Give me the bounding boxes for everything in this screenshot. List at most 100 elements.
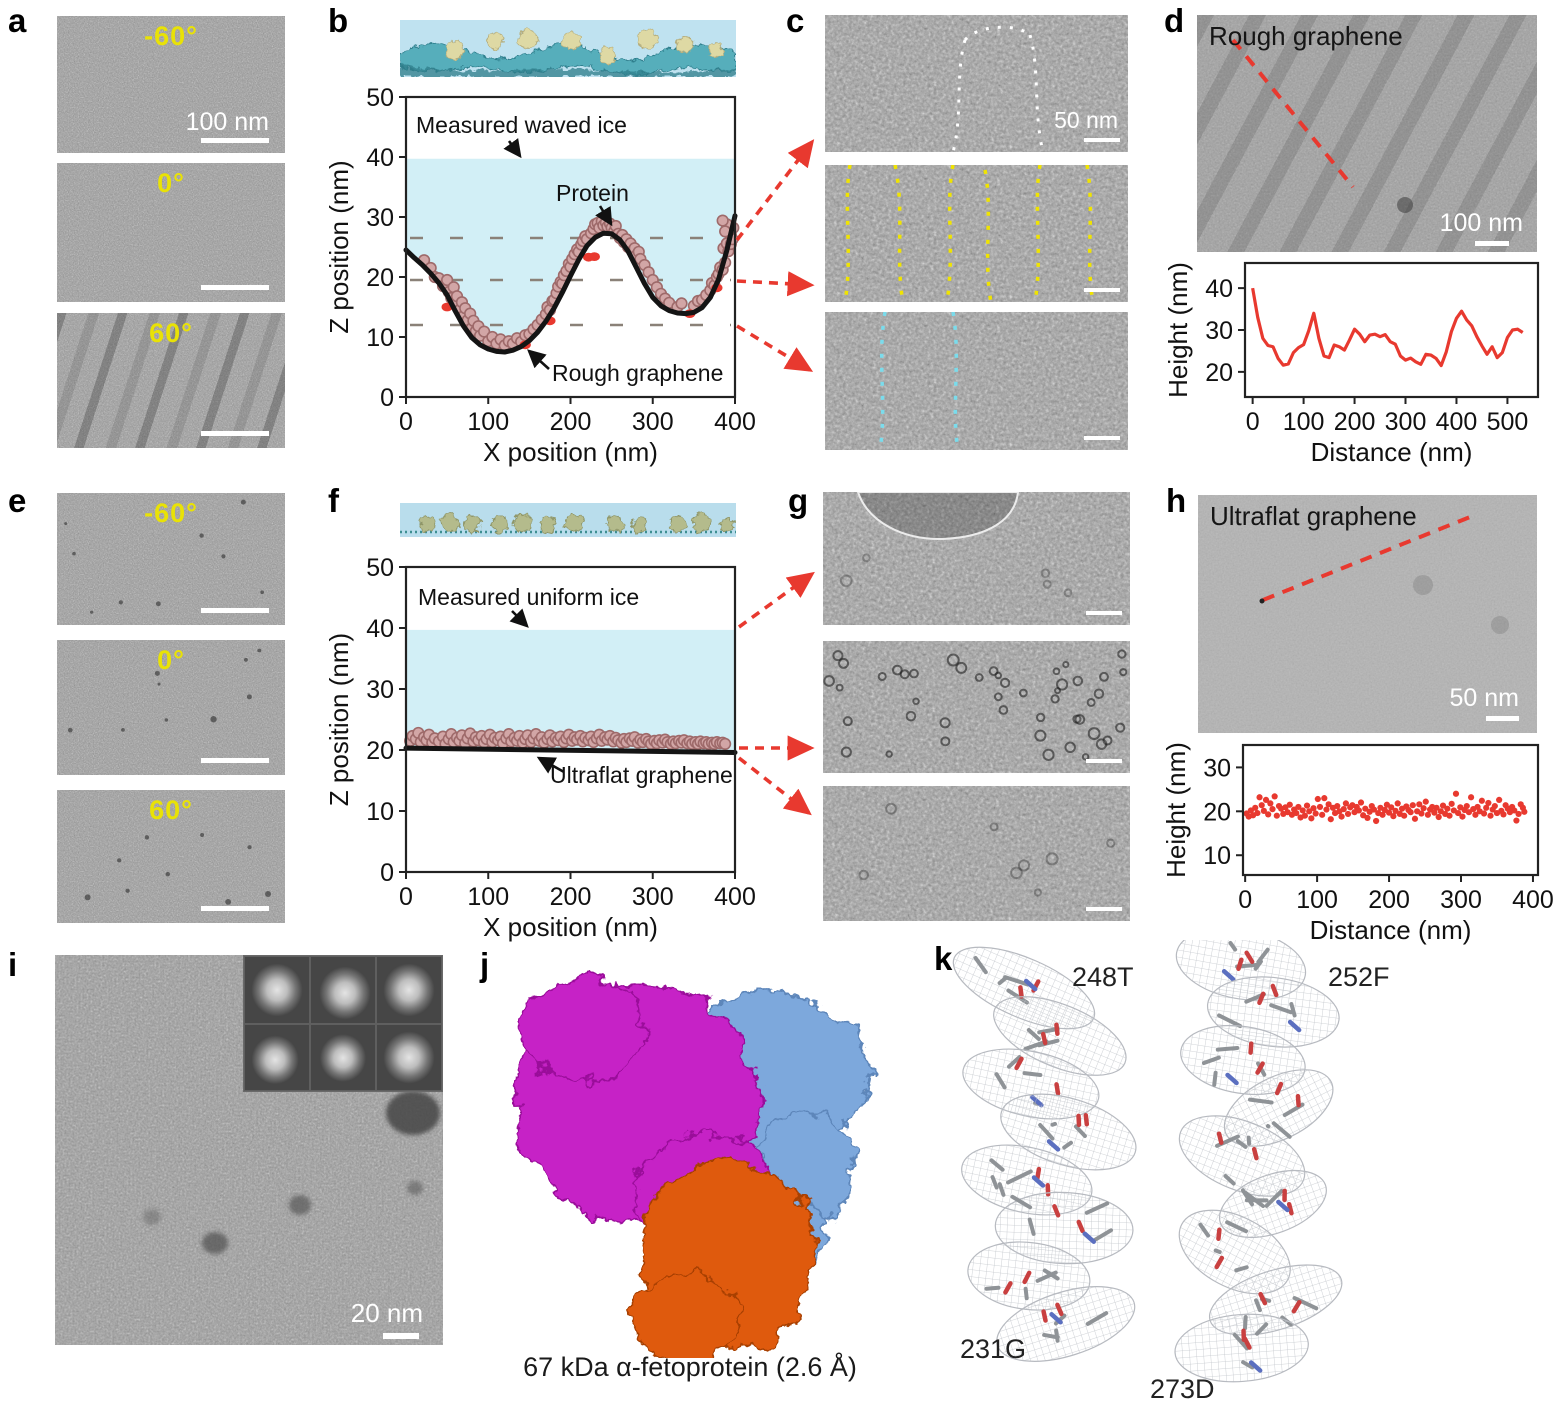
svg-text:100: 100 bbox=[1283, 408, 1325, 436]
annotation-rough-graphene: Rough graphene bbox=[552, 360, 724, 386]
svg-text:200: 200 bbox=[1368, 886, 1410, 914]
panel-e-micrograph-tilt-60: 60° bbox=[57, 790, 285, 923]
uniform-ice-schematic bbox=[400, 503, 736, 537]
panel-letter-h: h bbox=[1166, 482, 1187, 519]
speck-overlay bbox=[67, 648, 262, 733]
residue-label-231G: 231G bbox=[960, 1334, 1027, 1364]
svg-text:300: 300 bbox=[1385, 408, 1427, 436]
residue-density-mesh bbox=[952, 940, 1343, 1383]
tilt-angle-label: -60° bbox=[144, 498, 198, 528]
annotation-measured-uniform-ice: Measured uniform ice bbox=[418, 584, 640, 610]
svg-text:X position (nm): X position (nm) bbox=[483, 912, 658, 942]
panel-letter-i: i bbox=[8, 946, 18, 983]
speck-overlay bbox=[64, 499, 264, 614]
panel-h-ultraflat-graphene-image: Ultraflat graphene 50 nm bbox=[1198, 495, 1537, 733]
scalebar bbox=[201, 608, 269, 613]
scalebar bbox=[1086, 907, 1122, 911]
yellow-dashed-outlines bbox=[843, 165, 1095, 302]
svg-text:10: 10 bbox=[366, 324, 394, 352]
svg-text:100: 100 bbox=[467, 408, 509, 436]
panel-letter-d: d bbox=[1164, 2, 1185, 39]
density-map-3d bbox=[515, 977, 871, 1358]
panel-g-tomo-slice-top bbox=[823, 492, 1130, 625]
panel-letter-f: f bbox=[328, 482, 339, 519]
svg-text:300: 300 bbox=[632, 408, 674, 436]
tilt-angle-label: 0° bbox=[157, 168, 185, 198]
panel-g-tomo-slice-middle bbox=[823, 641, 1130, 773]
panel-g-tomo-slice-bottom bbox=[823, 786, 1130, 921]
scalebar bbox=[201, 138, 269, 143]
panel-c-tomo-slice-bottom bbox=[825, 312, 1128, 450]
svg-text:200: 200 bbox=[550, 883, 592, 911]
panel-a-micrograph-tilt-60: 60° bbox=[57, 313, 285, 448]
svg-text:40: 40 bbox=[366, 615, 394, 643]
panel-c-tomo-slice-top: 50 nm bbox=[825, 15, 1128, 152]
svg-text:200: 200 bbox=[550, 408, 592, 436]
panel-letter-k: k bbox=[934, 940, 953, 977]
svg-text:400: 400 bbox=[1436, 408, 1478, 436]
svg-text:400: 400 bbox=[714, 883, 756, 911]
svg-text:0: 0 bbox=[399, 883, 413, 911]
annotation-ultraflat-graphene: Ultraflat graphene bbox=[550, 762, 733, 788]
class-average bbox=[310, 1023, 376, 1091]
residue-label-248T: 248T bbox=[1072, 962, 1134, 992]
svg-text:30: 30 bbox=[366, 676, 394, 704]
svg-text:400: 400 bbox=[1512, 886, 1554, 914]
svg-text:20: 20 bbox=[1205, 359, 1233, 387]
class-averages-inset bbox=[243, 955, 443, 1092]
svg-text:Height (nm): Height (nm) bbox=[1161, 742, 1191, 878]
image-title: Rough graphene bbox=[1209, 21, 1403, 51]
svg-text:20: 20 bbox=[1203, 798, 1231, 826]
scalebar bbox=[201, 906, 269, 911]
svg-text:200: 200 bbox=[1334, 408, 1376, 436]
svg-text:300: 300 bbox=[632, 883, 674, 911]
scalebar bbox=[383, 1333, 419, 1339]
svg-text:50: 50 bbox=[366, 84, 394, 112]
profile-line-overlay bbox=[1231, 38, 1413, 213]
svg-text:20: 20 bbox=[366, 737, 394, 765]
panel-c-tomo-slice-middle bbox=[825, 165, 1128, 302]
class-average bbox=[244, 956, 310, 1024]
waved-ice-schematic bbox=[400, 20, 736, 77]
residue-label-273D: 273D bbox=[1150, 1374, 1215, 1404]
svg-text:50: 50 bbox=[366, 554, 394, 582]
class-average bbox=[376, 1023, 442, 1091]
svg-text:100: 100 bbox=[1296, 886, 1338, 914]
svg-text:X position (nm): X position (nm) bbox=[483, 437, 658, 467]
svg-text:20: 20 bbox=[366, 264, 394, 292]
scalebar bbox=[201, 285, 269, 290]
svg-text:Z position (nm): Z position (nm) bbox=[324, 633, 354, 806]
scalebar bbox=[1086, 611, 1122, 615]
panel-a-micrograph-tilt-minus60: -60° 100 nm bbox=[57, 16, 285, 153]
annotation-protein: Protein bbox=[556, 180, 629, 206]
svg-text:500: 500 bbox=[1487, 408, 1529, 436]
scalebar bbox=[1084, 436, 1120, 440]
svg-text:0: 0 bbox=[399, 408, 413, 436]
profile-line-overlay bbox=[1259, 515, 1509, 634]
svg-text:40: 40 bbox=[366, 144, 394, 172]
svg-text:Height (nm): Height (nm) bbox=[1163, 262, 1193, 398]
svg-text:0: 0 bbox=[380, 859, 394, 887]
scalebar bbox=[1475, 241, 1509, 246]
svg-text:30: 30 bbox=[366, 204, 394, 232]
scalebar-label: 50 nm bbox=[1054, 107, 1118, 133]
tilt-angle-label: 60° bbox=[149, 795, 193, 825]
panel-letter-a: a bbox=[8, 2, 27, 39]
panel-letter-g: g bbox=[788, 482, 809, 519]
svg-text:300: 300 bbox=[1440, 886, 1482, 914]
svg-text:Z position (nm): Z position (nm) bbox=[324, 160, 354, 333]
faint-rings-overlay bbox=[858, 802, 1116, 897]
class-average bbox=[310, 956, 376, 1024]
annotation-measured-waved-ice: Measured waved ice bbox=[416, 112, 627, 138]
svg-text:40: 40 bbox=[1205, 275, 1233, 303]
panel-i-cryoem-micrograph: 20 nm bbox=[55, 955, 443, 1345]
svg-text:0: 0 bbox=[1246, 408, 1260, 436]
scalebar-label: 100 nm bbox=[1439, 209, 1523, 237]
panel-e-micrograph-tilt-minus60: -60° bbox=[57, 493, 285, 625]
panel-d-rough-graphene-image: Rough graphene 100 nm bbox=[1197, 15, 1537, 252]
scalebar-label: 20 nm bbox=[350, 1298, 423, 1328]
panel-letter-c: c bbox=[786, 2, 805, 39]
map-caption: 67 kDa α-fetoprotein (2.6 Å) bbox=[523, 1352, 857, 1382]
protein-rings-overlay bbox=[823, 649, 1128, 761]
panel-letter-b: b bbox=[328, 2, 349, 39]
